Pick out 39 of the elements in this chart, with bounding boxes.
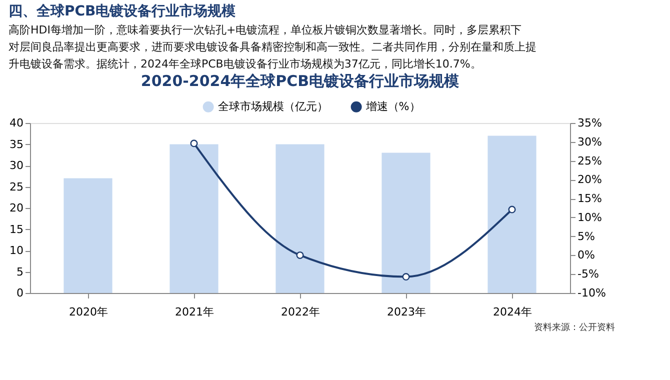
legend-label: 增速（%） (364, 100, 420, 113)
y-tick-label: 25 (10, 180, 24, 194)
x-tick-label: 2023年 (387, 306, 426, 318)
legend-label: 全球市场规模（亿元） (218, 100, 328, 113)
x-tick-label: 2021年 (175, 306, 214, 318)
text: 资料来源：公开资料 (534, 322, 615, 333)
y-tick-label: 40 (10, 116, 24, 130)
y-tick-label: 5 (16, 265, 24, 278)
text: 四、全球PCB电镀设备行业市场规模 (8, 2, 237, 20)
point (402, 273, 410, 281)
chart-title: 2020-2024年全球PCB电镀设备行业市场规模 (140, 72, 460, 90)
y2-tick-label: -10% (578, 286, 606, 300)
y2-tick-label: 30% (578, 135, 602, 148)
y2-tick-label: 0% (578, 248, 595, 262)
y-tick-label: 20 (10, 202, 24, 214)
bar (382, 152, 430, 293)
point (190, 140, 198, 148)
y2-tick-label: 5% (578, 230, 595, 243)
y2-tick-label: 15% (578, 192, 602, 206)
x-tick-label: 2020年 (69, 306, 108, 318)
y-tick-label: 10 (10, 244, 24, 257)
y2-tick-label: -5% (578, 268, 599, 281)
y-tick-label: 30 (10, 159, 24, 172)
y-tick-label: 15 (10, 222, 24, 236)
y2-tick-label: 35% (578, 116, 602, 130)
y-tick-label: 0 (16, 286, 24, 300)
point (508, 206, 516, 214)
bar (276, 144, 324, 293)
y2-tick-label: 10% (578, 210, 602, 224)
text: 高阶HDI每增加一阶，意味着要执行一次钻孔+电镀流程，单位板片镀铜次数显著增长。同时，多层累积下对层间良品率提出更高要求，进而要求电镀设备具备精密控制和高一致性。二者共同作用，分别在量和质上提升电镀设备需求。据统计，2024年全球PCB电镀设备行业市场规模为37亿元，同比增长10.7%。 (8, 24, 537, 70)
y-tick-label: 35 (10, 138, 24, 151)
y2-tick-label: 25% (578, 154, 602, 168)
bar (488, 136, 536, 293)
point (296, 251, 304, 259)
bar (170, 144, 218, 293)
bar (64, 178, 112, 293)
x-tick-label: 2024年 (493, 306, 532, 318)
x-tick-label: 2022年 (281, 306, 320, 318)
y2-tick-label: 20% (578, 173, 602, 186)
